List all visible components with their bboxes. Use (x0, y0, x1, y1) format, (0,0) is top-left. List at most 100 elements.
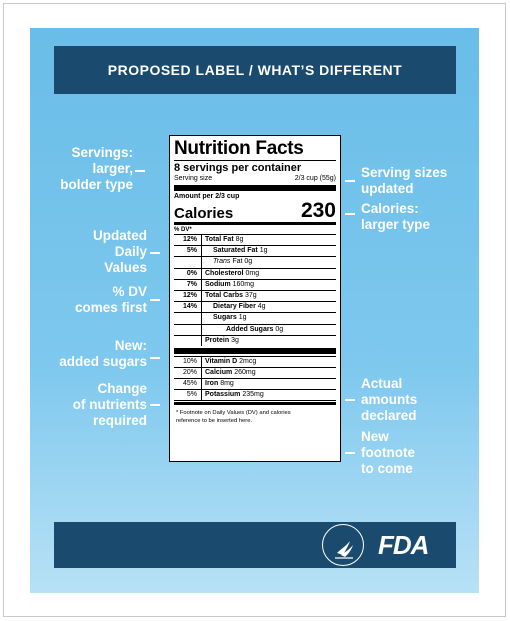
nutrient-row: 5% Saturated Fat 1g (174, 245, 336, 257)
nutrient-row: 0% Cholesterol 0mg (174, 267, 336, 279)
nutrient-dv: 0% (174, 268, 202, 279)
nutrient-name: Dietary Fiber (213, 303, 256, 311)
nutrient-row: Sugars 1g (174, 312, 336, 324)
vitamin-dv: 5% (174, 390, 202, 400)
note-dash (345, 399, 355, 401)
nutrient-name: Total Fat (205, 236, 234, 244)
divider-medium (174, 222, 336, 225)
note-dash (345, 452, 355, 454)
nutrient-amount: 3g (231, 336, 239, 344)
vitamin-row: 20% Calcium 260mg (174, 367, 336, 379)
vitamin-dv: 10% (174, 356, 202, 368)
vitamin-text: Iron 8mg (202, 379, 234, 389)
nutrient-name: Protein (205, 336, 230, 344)
nutrient-amount: 160mg (232, 280, 255, 288)
amount-per-serving: Amount per 2/3 cup (174, 193, 240, 200)
vitamin-name: Potassium (205, 391, 241, 399)
vitamin-row: 45% Iron 8mg (174, 378, 336, 390)
serving-size-label: Serving size (174, 175, 213, 182)
note-servings: Servings: larger, bolder type (60, 145, 133, 192)
divider (174, 160, 336, 161)
nutrient-row: 7% Sodium 160mg (174, 278, 336, 290)
vitamin-dv: 45% (174, 379, 202, 390)
divider-thick (174, 347, 336, 354)
nutrient-row: 12% Total Carbs 37g (174, 289, 336, 302)
nutrient-text: Total Fat 8g (202, 235, 243, 245)
note-daily-values: Updated Daily Values (93, 228, 147, 275)
nutrient-text: Trans Fat 0g (202, 257, 252, 267)
note-nutrients-required: Change of nutrients required (72, 381, 147, 428)
vitamin-row: 10% Vitamin D 2mcg (174, 355, 336, 368)
nutrient-dv: 14% (174, 302, 202, 313)
vitamin-amount: 8mg (220, 380, 234, 388)
vitamin-name: Calcium (205, 369, 233, 377)
nutrient-dv: 12% (174, 235, 202, 246)
nutrient-dv (174, 335, 202, 346)
note-actual-amounts: Actual amounts declared (361, 376, 418, 423)
note-dash (345, 213, 355, 215)
serving-size-value: 2/3 cup (55g) (294, 175, 336, 182)
nutrient-dv: 12% (174, 290, 202, 302)
note-calories: Calories: larger type (361, 201, 431, 232)
nutrient-name: Cholesterol (205, 269, 244, 277)
footer-bar (54, 522, 456, 568)
vitamin-amount: 235mg (242, 391, 264, 399)
nutrient-row: Protein 3g (174, 334, 336, 346)
nutrient-row: Trans Fat 0g (174, 256, 336, 268)
note-dv-first: % DV comes first (74, 284, 147, 315)
vitamin-amount: 260mg (234, 369, 256, 377)
nutrient-text: Added Sugars 0g (202, 325, 283, 335)
note-dash (135, 170, 145, 172)
nutrient-dv: 5% (174, 246, 202, 257)
serving-size-row: Serving size 2/3 cup (55g) (174, 174, 336, 183)
note-new-footnote: New footnote to come (361, 429, 415, 476)
vitamin-text: Vitamin D 2mcg (202, 357, 256, 367)
note-serving-sizes: Serving sizes updated (361, 165, 448, 196)
nutrition-facts-heading: Nutrition Facts (174, 138, 304, 159)
nutrient-text: Sugars 1g (202, 313, 246, 323)
vitamin-name: Vitamin D (205, 357, 238, 365)
note-dash (150, 357, 160, 359)
nutrient-text: Cholesterol 0mg (202, 269, 259, 279)
nutrient-amount: 1g (238, 314, 247, 322)
calories-value: 230 (300, 199, 336, 222)
footnote: * Footnote on Daily Values (DV) and calo… (176, 409, 291, 424)
nutrient-dv: 7% (174, 279, 202, 290)
nutrient-text: Protein 3g (202, 336, 239, 346)
hhs-seal-icon (322, 524, 364, 566)
note-added-sugars: New: added sugars (59, 338, 147, 369)
nutrient-name: Saturated Fat (213, 247, 258, 255)
fda-logo: FDA (378, 530, 429, 560)
nutrient-amount: 1g (259, 247, 268, 255)
note-dash (150, 299, 160, 301)
vitamin-dv: 20% (174, 368, 202, 379)
nutrient-amount: 8g (235, 236, 244, 244)
note-dash (150, 404, 160, 406)
nutrient-amount: 0g (275, 325, 284, 333)
nutrient-dv (174, 313, 202, 324)
vitamin-row: 5% Potassium 235mg (174, 389, 336, 401)
nutrient-amount: 0g (244, 258, 253, 266)
nutrient-amount: 37g (244, 292, 257, 300)
nutrient-name: Total Carbs (205, 292, 243, 300)
nutrient-row: 14% Dietary Fiber 4g (174, 301, 336, 313)
nutrition-facts-label: Nutrition Facts 8 servings per container… (169, 135, 341, 462)
nutrient-text: Total Carbs 37g (202, 291, 257, 301)
nutrient-row: Added Sugars 0g (174, 323, 336, 335)
vitamin-amount: 2mcg (239, 357, 257, 365)
nutrient-text: Sodium 160mg (202, 280, 254, 290)
vitamin-name: Iron (205, 380, 219, 388)
nutrient-amount: 4g (257, 303, 266, 311)
nutrient-name-suffix: Fat (230, 258, 243, 266)
nutrient-text: Saturated Fat 1g (202, 246, 267, 256)
nutrient-text: Dietary Fiber 4g (202, 302, 266, 312)
calories-label: Calories (174, 205, 234, 222)
calories-row: Calories 230 (174, 199, 336, 222)
header-title: PROPOSED LABEL / WHAT’S DIFFERENT (54, 46, 456, 94)
dv-header: % DV* (174, 227, 192, 233)
nutrient-dv (174, 324, 202, 335)
nutrient-name: Sugars (213, 314, 237, 322)
divider-thick (174, 185, 336, 191)
servings-per-container: 8 servings per container (174, 162, 302, 174)
nutrient-amount: 0mg (245, 269, 260, 277)
